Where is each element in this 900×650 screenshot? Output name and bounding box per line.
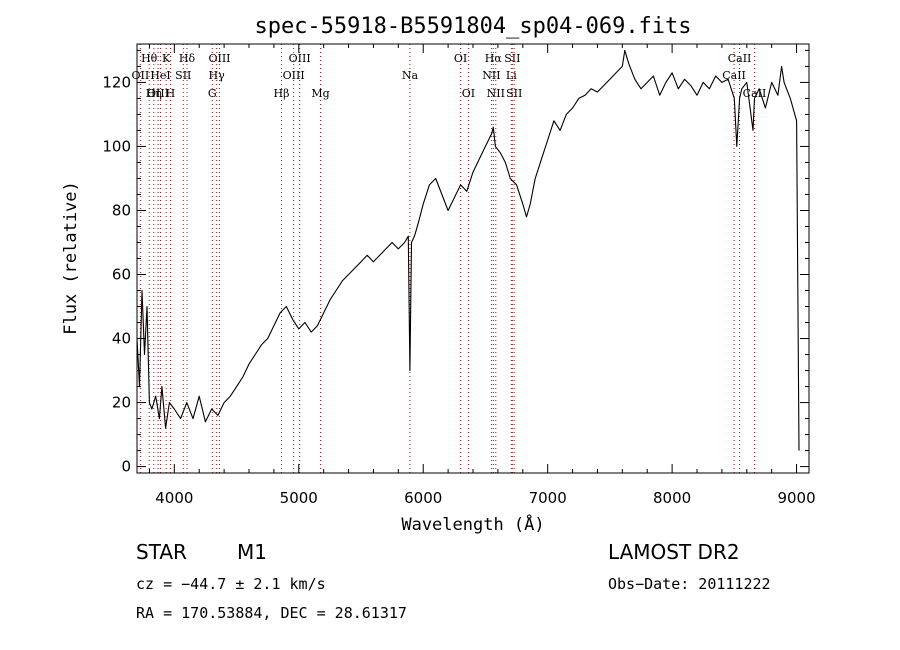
y-tick-label: 20: [112, 394, 131, 412]
line-marker-label: Hη: [146, 87, 162, 100]
y-tick-label: 80: [112, 201, 131, 219]
line-marker-label: Hα: [485, 52, 503, 65]
line-marker-label: SII: [506, 87, 522, 100]
plot-frame: [136, 43, 810, 474]
x-tick-label: 4000: [155, 489, 193, 507]
object-subclass: M1: [237, 540, 267, 564]
line-marker-label: K: [162, 52, 171, 65]
x-axis-label: Wavelength (Å): [401, 513, 544, 535]
line-marker-label: CaII: [728, 52, 752, 65]
line-marker-label: SII: [175, 69, 191, 82]
line-marker-label: OIII: [283, 69, 305, 82]
observation-date: Obs−Date: 20111222: [608, 575, 771, 593]
line-marker-label: Hγ: [209, 69, 226, 82]
line-marker-label: OI: [462, 87, 475, 100]
line-marker-label: OI: [454, 52, 467, 65]
chart-title: spec-55918-B5591804_sp04-069.fits: [254, 14, 691, 39]
line-marker-label: Hθ: [141, 52, 158, 65]
line-marker-label: Li: [506, 69, 517, 82]
line-marker-label: Hδ: [179, 52, 196, 65]
redshift-value: cz = −44.7 ± 2.1 km/s: [136, 575, 326, 593]
line-marker-label: OIII: [147, 87, 169, 100]
y-tick-label: 60: [112, 266, 131, 284]
line-marker-label: H: [166, 87, 176, 100]
x-tick-label: 8000: [653, 489, 691, 507]
line-marker-label: NII: [487, 87, 505, 100]
x-tick-label: 6000: [404, 489, 442, 507]
y-tick-label: 40: [112, 330, 131, 348]
line-marker-label: Na: [402, 69, 419, 82]
line-marker-label: NII: [482, 69, 500, 82]
survey-name: LAMOST DR2: [608, 540, 740, 564]
emission-line-markers: Hθ OII OIII K HeI Hη H Hδ SII OIII Hγ G Hβ OIII OIII Mg…: [132, 44, 766, 473]
y-tick-label: 120: [102, 73, 131, 91]
x-tick-label: 7000: [529, 489, 567, 507]
line-marker-label: G: [208, 87, 217, 100]
line-marker-label: OII: [132, 69, 150, 82]
y-axis-label: Flux (relative): [61, 181, 81, 335]
spectrum-line: [136, 49, 800, 451]
line-marker-label: OIII: [208, 52, 230, 65]
y-tick-label: 0: [121, 458, 131, 476]
object-class: STAR: [136, 540, 187, 564]
y-tick-label: 100: [102, 137, 131, 155]
line-marker-label: Mg: [311, 87, 329, 100]
line-marker-label: Hβ: [274, 87, 290, 100]
coordinates: RA = 170.53884, DEC = 28.61317: [136, 604, 407, 622]
line-marker-label: SII: [504, 52, 520, 65]
x-tick-label: 9000: [777, 489, 815, 507]
line-marker-label: OIII: [289, 52, 311, 65]
axes: 4000 5000 6000 7000 8000 9000 0 20 40 60 80 100 120: [102, 44, 816, 507]
line-marker-label: HeI: [150, 69, 170, 82]
x-tick-label: 5000: [280, 489, 318, 507]
